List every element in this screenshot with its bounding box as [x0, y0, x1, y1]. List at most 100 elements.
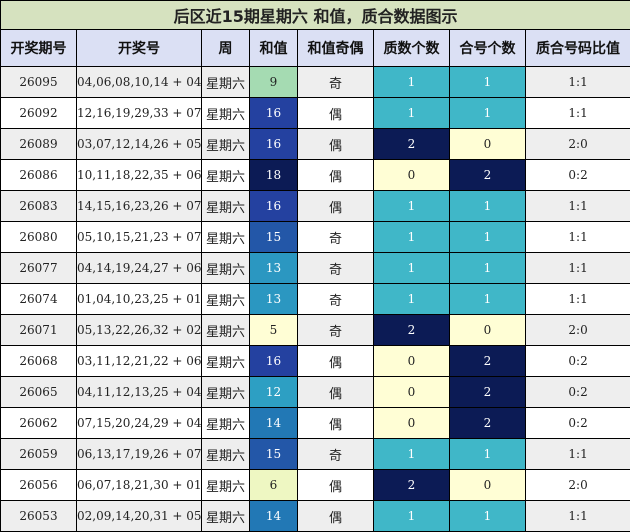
issue-cell: 26068: [1, 346, 77, 377]
composite-count-cell: 1: [450, 222, 526, 253]
prime-count-cell: 0: [374, 346, 450, 377]
sum-cell: 15: [250, 222, 298, 253]
composite-count-cell: 1: [450, 98, 526, 129]
parity-cell: 偶: [298, 191, 374, 222]
parity-cell: 偶: [298, 98, 374, 129]
ratio-cell: 2:0: [526, 129, 630, 160]
ratio-cell: 1:1: [526, 67, 630, 98]
prime-count-cell: 1: [374, 98, 450, 129]
numbers-cell: 05,13,22,26,32 + 02,03: [77, 315, 202, 346]
numbers-cell: 04,14,19,24,27 + 06,07: [77, 253, 202, 284]
sum-cell: 14: [250, 408, 298, 439]
parity-cell: 奇: [298, 284, 374, 315]
sum-cell: 18: [250, 160, 298, 191]
numbers-cell: 01,04,10,23,25 + 01,12: [77, 284, 202, 315]
weekday-cell: 星期六: [202, 222, 250, 253]
table-title: 后区近15期星期六 和值，质合数据图示: [1, 1, 630, 30]
ratio-cell: 1:1: [526, 191, 630, 222]
parity-cell: 奇: [298, 315, 374, 346]
numbers-cell: 06,13,17,19,26 + 07,08: [77, 439, 202, 470]
sum-cell: 9: [250, 67, 298, 98]
weekday-cell: 星期六: [202, 253, 250, 284]
parity-cell: 偶: [298, 129, 374, 160]
parity-cell: 奇: [298, 67, 374, 98]
weekday-cell: 星期六: [202, 501, 250, 532]
composite-count-cell: 0: [450, 470, 526, 501]
numbers-cell: 12,16,19,29,33 + 07,09: [77, 98, 202, 129]
weekday-cell: 星期六: [202, 346, 250, 377]
weekday-cell: 星期六: [202, 98, 250, 129]
issue-cell: 26092: [1, 98, 77, 129]
parity-cell: 偶: [298, 160, 374, 191]
composite-count-cell: 1: [450, 284, 526, 315]
issue-cell: 26053: [1, 501, 77, 532]
sum-cell: 16: [250, 98, 298, 129]
ratio-cell: 2:0: [526, 315, 630, 346]
header-prime-count: 质数个数: [374, 30, 450, 67]
header-weekday: 周: [202, 30, 250, 67]
composite-count-cell: 2: [450, 408, 526, 439]
numbers-cell: 03,07,12,14,26 + 05,11: [77, 129, 202, 160]
numbers-cell: 03,11,12,21,22 + 06,10: [77, 346, 202, 377]
sum-cell: 16: [250, 129, 298, 160]
header-sum: 和值: [250, 30, 298, 67]
sum-cell: 13: [250, 253, 298, 284]
numbers-cell: 10,11,18,22,35 + 06,12: [77, 160, 202, 191]
ratio-cell: 1:1: [526, 98, 630, 129]
weekday-cell: 星期六: [202, 284, 250, 315]
parity-cell: 偶: [298, 408, 374, 439]
numbers-cell: 07,15,20,24,29 + 04,10: [77, 408, 202, 439]
prime-count-cell: 1: [374, 191, 450, 222]
issue-cell: 26062: [1, 408, 77, 439]
parity-cell: 奇: [298, 439, 374, 470]
parity-cell: 奇: [298, 222, 374, 253]
ratio-cell: 1:1: [526, 439, 630, 470]
ratio-cell: 0:2: [526, 377, 630, 408]
ratio-cell: 1:1: [526, 501, 630, 532]
ratio-cell: 1:1: [526, 222, 630, 253]
weekday-cell: 星期六: [202, 408, 250, 439]
header-numbers: 开奖号: [77, 30, 202, 67]
composite-count-cell: 1: [450, 67, 526, 98]
composite-count-cell: 1: [450, 439, 526, 470]
ratio-cell: 0:2: [526, 408, 630, 439]
composite-count-cell: 1: [450, 191, 526, 222]
prime-count-cell: 0: [374, 408, 450, 439]
composite-count-cell: 1: [450, 501, 526, 532]
issue-cell: 26056: [1, 470, 77, 501]
composite-count-cell: 2: [450, 160, 526, 191]
prime-count-cell: 1: [374, 501, 450, 532]
composite-count-cell: 2: [450, 377, 526, 408]
weekday-cell: 星期六: [202, 129, 250, 160]
sum-cell: 13: [250, 284, 298, 315]
issue-cell: 26089: [1, 129, 77, 160]
sum-cell: 16: [250, 346, 298, 377]
parity-cell: 偶: [298, 470, 374, 501]
composite-count-cell: 2: [450, 346, 526, 377]
numbers-cell: 02,09,14,20,31 + 05,09: [77, 501, 202, 532]
weekday-cell: 星期六: [202, 160, 250, 191]
parity-cell: 奇: [298, 253, 374, 284]
issue-cell: 26059: [1, 439, 77, 470]
weekday-cell: 星期六: [202, 191, 250, 222]
parity-cell: 偶: [298, 501, 374, 532]
header-issue: 开奖期号: [1, 30, 77, 67]
weekday-cell: 星期六: [202, 67, 250, 98]
numbers-cell: 05,10,15,21,23 + 07,08: [77, 222, 202, 253]
issue-cell: 26080: [1, 222, 77, 253]
issue-cell: 26074: [1, 284, 77, 315]
issue-cell: 26095: [1, 67, 77, 98]
prime-count-cell: 2: [374, 470, 450, 501]
ratio-cell: 0:2: [526, 346, 630, 377]
ratio-cell: 2:0: [526, 470, 630, 501]
